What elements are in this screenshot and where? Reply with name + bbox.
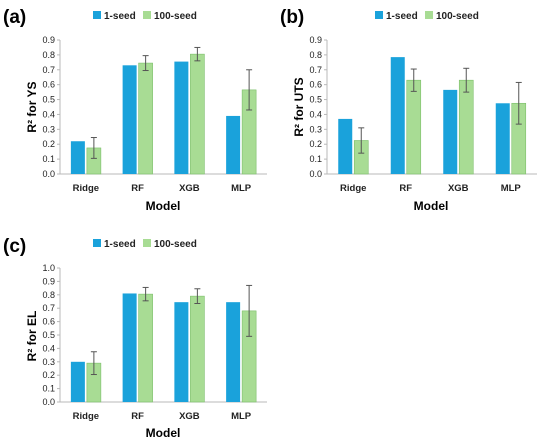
y-tick-label: 0.0	[42, 169, 55, 179]
y-tick-label: 0.4	[309, 109, 322, 119]
x-category-label: MLP	[501, 183, 522, 194]
y-tick-label: 0.4	[42, 343, 55, 353]
panel-label: (b)	[280, 7, 304, 28]
bar-100-seed	[406, 79, 422, 175]
chart-panel-c: (c) R² for EL Model 0.0 0.1 0.2 0.3 0.4 0.5 0.…	[0, 228, 275, 441]
x-category-label: MLP	[231, 411, 252, 422]
legend-label: 100-seed	[154, 239, 197, 250]
y-tick-label: 0.4	[42, 109, 55, 119]
x-category-label: XGB	[179, 411, 200, 422]
bar-1-seed	[174, 61, 189, 174]
y-tick-label: 0.6	[309, 80, 322, 90]
y-tick-label: 0.5	[309, 95, 322, 105]
bar-1-seed	[122, 65, 137, 174]
y-tick-label: 0.2	[42, 139, 55, 149]
y-tick-label: 0.5	[42, 95, 55, 105]
bar-1-seed	[70, 141, 85, 174]
legend-swatch-100-seed	[143, 11, 151, 19]
y-tick-label: 0.1	[309, 154, 322, 164]
legend-label: 1-seed	[104, 11, 136, 22]
bar-100-seed	[138, 62, 153, 175]
bar-1-seed	[495, 103, 510, 174]
x-axis-title: Model	[146, 199, 181, 213]
y-tick-label: 0.9	[42, 276, 55, 286]
y-tick-label: 0.3	[42, 357, 55, 367]
y-axis-title: R² for UTS	[292, 77, 306, 136]
bar-chart-uts: (b) R² for UTS Model 0.0 0.1 0.2 0.3 0.4 0.5 0…	[280, 7, 537, 213]
y-tick-label: 1.0	[42, 263, 55, 273]
y-axis-title: R² for EL	[25, 311, 39, 362]
x-category-label: RF	[399, 183, 412, 194]
y-tick-label: 0.1	[42, 154, 55, 164]
y-axis-title: R² for YS	[25, 81, 39, 132]
bar-1-seed	[174, 302, 189, 402]
y-tick-label: 0.0	[309, 169, 322, 179]
x-axis-title: Model	[146, 426, 181, 440]
bar-chart-el: (c) R² for EL Model 0.0 0.1 0.2 0.3 0.4 0.5 0.…	[3, 236, 267, 440]
x-category-label: RF	[131, 411, 144, 422]
x-category-label: XGB	[448, 183, 469, 194]
y-tick-label: 0.7	[42, 303, 55, 313]
x-category-label: Ridge	[340, 183, 366, 194]
y-tick-label: 0.8	[42, 290, 55, 300]
y-tick-label: 0.7	[309, 65, 322, 75]
x-category-label: XGB	[179, 183, 200, 194]
bar-1-seed	[226, 302, 241, 402]
panel-label: (c)	[3, 236, 26, 257]
y-tick-label: 0.6	[42, 317, 55, 327]
bar-100-seed	[138, 293, 153, 403]
bar-100-seed	[190, 295, 205, 403]
x-category-label: Ridge	[73, 411, 99, 422]
y-tick-label: 0.3	[309, 124, 322, 134]
bar-1-seed	[390, 57, 405, 174]
y-tick-label: 0.9	[42, 35, 55, 45]
legend-label: 100-seed	[436, 11, 479, 22]
y-tick-label: 0.0	[42, 397, 55, 407]
x-category-label: RF	[131, 183, 144, 194]
legend-swatch-100-seed	[425, 11, 433, 19]
bar-1-seed	[70, 361, 85, 402]
y-tick-label: 0.7	[42, 65, 55, 75]
legend-label: 100-seed	[154, 11, 197, 22]
bar-100-seed	[190, 53, 205, 175]
bar-100-seed	[458, 79, 474, 175]
x-category-label: Ridge	[73, 183, 99, 194]
chart-panel-a: (a) R² for YS Model 0.0 0.1 0.2 0.3 0.4 0.5 0.…	[0, 0, 275, 215]
bar-1-seed	[443, 89, 458, 174]
y-tick-label: 0.2	[42, 370, 55, 380]
x-category-label: MLP	[231, 183, 252, 194]
bar-1-seed	[122, 293, 137, 402]
bar-1-seed	[226, 115, 241, 174]
legend-swatch-100-seed	[143, 239, 151, 247]
bar-chart-ys: (a) R² for YS Model 0.0 0.1 0.2 0.3 0.4 0.5 0.…	[3, 7, 267, 213]
chart-panel-b: (b) R² for UTS Model 0.0 0.1 0.2 0.3 0.4 0.5 0…	[275, 0, 550, 215]
legend-swatch-1-seed	[93, 239, 101, 247]
legend-label: 1-seed	[104, 239, 136, 250]
y-tick-label: 0.3	[42, 124, 55, 134]
legend-swatch-1-seed	[375, 11, 383, 19]
y-tick-label: 0.1	[42, 384, 55, 394]
legend-swatch-1-seed	[93, 11, 101, 19]
bar-1-seed	[338, 118, 353, 174]
y-tick-label: 0.6	[42, 80, 55, 90]
y-tick-label: 0.2	[309, 139, 322, 149]
legend-label: 1-seed	[386, 11, 418, 22]
panel-label: (a)	[3, 7, 26, 28]
y-tick-label: 0.8	[42, 50, 55, 60]
y-tick-label: 0.9	[309, 35, 322, 45]
y-tick-label: 0.8	[309, 50, 322, 60]
y-tick-label: 0.5	[42, 330, 55, 340]
x-axis-title: Model	[414, 199, 449, 213]
